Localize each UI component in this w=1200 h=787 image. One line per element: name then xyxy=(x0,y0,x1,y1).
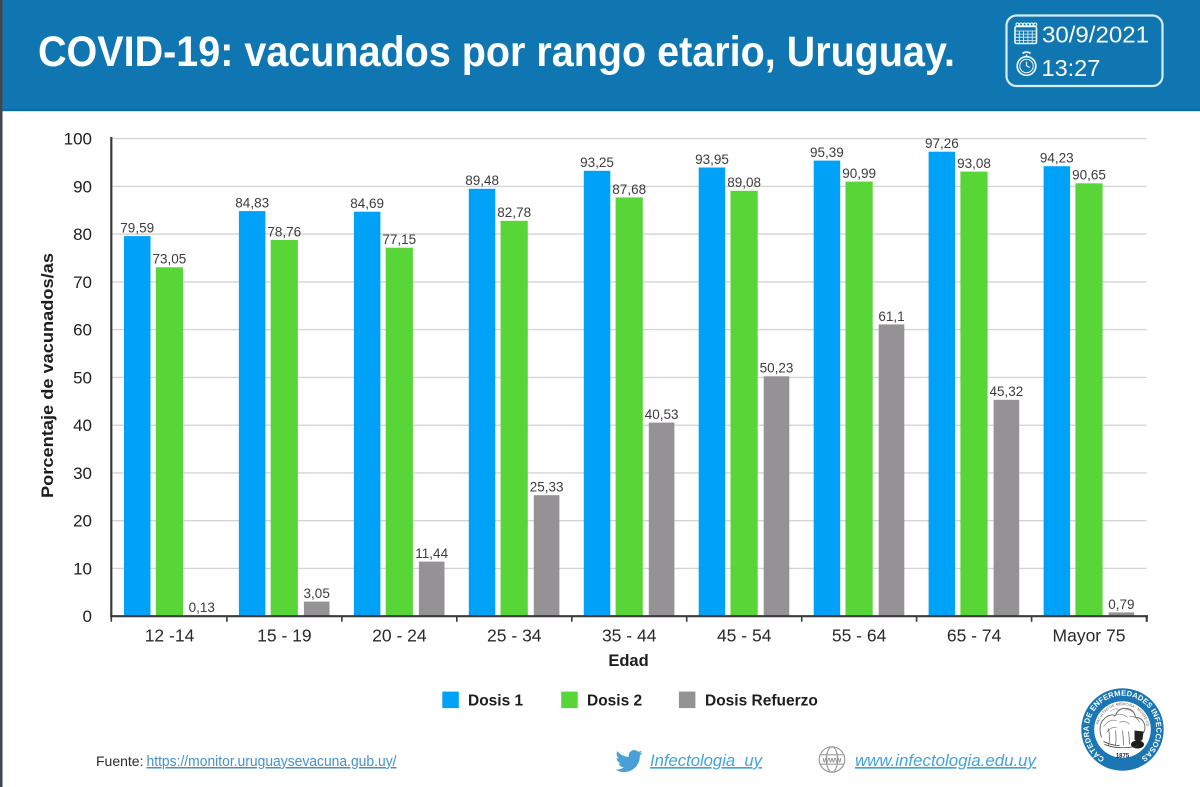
svg-text:87,68: 87,68 xyxy=(612,182,646,197)
svg-text:89,08: 89,08 xyxy=(727,175,761,190)
svg-text:40,53: 40,53 xyxy=(645,407,679,422)
svg-text:Dosis 2: Dosis 2 xyxy=(587,693,642,710)
svg-text:Fuente:: Fuente: xyxy=(96,753,143,769)
svg-text:45 - 54: 45 - 54 xyxy=(717,626,772,646)
svg-text:Edad: Edad xyxy=(608,652,648,670)
svg-text:61,1: 61,1 xyxy=(878,309,904,324)
svg-text:30/9/2021: 30/9/2021 xyxy=(1042,22,1149,48)
svg-text:90,65: 90,65 xyxy=(1072,168,1106,183)
svg-text:COVID-19: vacunados por rango: COVID-19: vacunados por rango etario, Ur… xyxy=(38,29,955,76)
svg-text:www.infectologia.edu.uy: www.infectologia.edu.uy xyxy=(855,752,1038,770)
svg-text:0,13: 0,13 xyxy=(189,600,215,615)
svg-text:93,25: 93,25 xyxy=(580,155,614,170)
svg-text:Dosis Refuerzo: Dosis Refuerzo xyxy=(705,693,818,710)
svg-text:93,95: 93,95 xyxy=(695,152,729,167)
svg-text:10: 10 xyxy=(73,559,92,578)
svg-text:84,83: 84,83 xyxy=(235,196,269,211)
svg-text:11,44: 11,44 xyxy=(415,546,448,561)
svg-text:Dosis 1: Dosis 1 xyxy=(468,693,524,710)
svg-text:www: www xyxy=(822,756,842,765)
svg-text:79,59: 79,59 xyxy=(120,221,154,236)
svg-text:30: 30 xyxy=(73,464,92,483)
svg-text:60: 60 xyxy=(73,321,92,340)
svg-text:20: 20 xyxy=(73,512,92,531)
svg-text:0: 0 xyxy=(83,607,92,626)
svg-text:0,79: 0,79 xyxy=(1108,597,1134,612)
svg-text:80: 80 xyxy=(73,225,92,244)
svg-text:77,15: 77,15 xyxy=(382,232,416,247)
svg-text:12 -14: 12 -14 xyxy=(145,626,195,646)
svg-text:50: 50 xyxy=(73,368,92,387)
svg-text:94,23: 94,23 xyxy=(1040,151,1074,166)
svg-text:97,26: 97,26 xyxy=(925,136,959,151)
svg-text:90,99: 90,99 xyxy=(842,166,876,181)
svg-text:55 - 64: 55 - 64 xyxy=(832,626,887,646)
svg-text:35 - 44: 35 - 44 xyxy=(602,626,657,646)
svg-text:3,05: 3,05 xyxy=(304,586,330,601)
svg-text:73,05: 73,05 xyxy=(153,252,187,267)
svg-text:84,69: 84,69 xyxy=(350,196,384,211)
svg-text:89,48: 89,48 xyxy=(465,173,499,188)
svg-text:95,39: 95,39 xyxy=(810,145,844,160)
svg-text:https://monitor.uruguaysevacun: https://monitor.uruguaysevacuna.gub.uy/ xyxy=(147,753,398,770)
svg-text:78,76: 78,76 xyxy=(267,224,301,239)
svg-text:1875: 1875 xyxy=(1116,753,1130,759)
svg-text:13:27: 13:27 xyxy=(1042,55,1101,81)
svg-text:82,78: 82,78 xyxy=(497,205,531,220)
svg-text:100: 100 xyxy=(64,130,92,149)
svg-text:90: 90 xyxy=(73,177,92,196)
svg-text:70: 70 xyxy=(73,273,92,292)
svg-text:Infectologia_uy: Infectologia_uy xyxy=(650,752,764,770)
svg-text:50,23: 50,23 xyxy=(760,361,794,376)
svg-text:45,32: 45,32 xyxy=(990,384,1024,399)
svg-text:40: 40 xyxy=(73,416,92,435)
svg-text:25,33: 25,33 xyxy=(530,480,564,495)
svg-text:15 - 19: 15 - 19 xyxy=(257,626,311,646)
svg-text:25 - 34: 25 - 34 xyxy=(487,626,542,646)
svg-text:93,08: 93,08 xyxy=(957,156,991,171)
svg-text:65 - 74: 65 - 74 xyxy=(947,626,1002,646)
svg-text:Porcentaje de vacunados/as: Porcentaje de vacunados/as xyxy=(39,253,57,498)
svg-text:Mayor 75: Mayor 75 xyxy=(1053,626,1126,646)
svg-text:20 - 24: 20 - 24 xyxy=(372,626,427,646)
